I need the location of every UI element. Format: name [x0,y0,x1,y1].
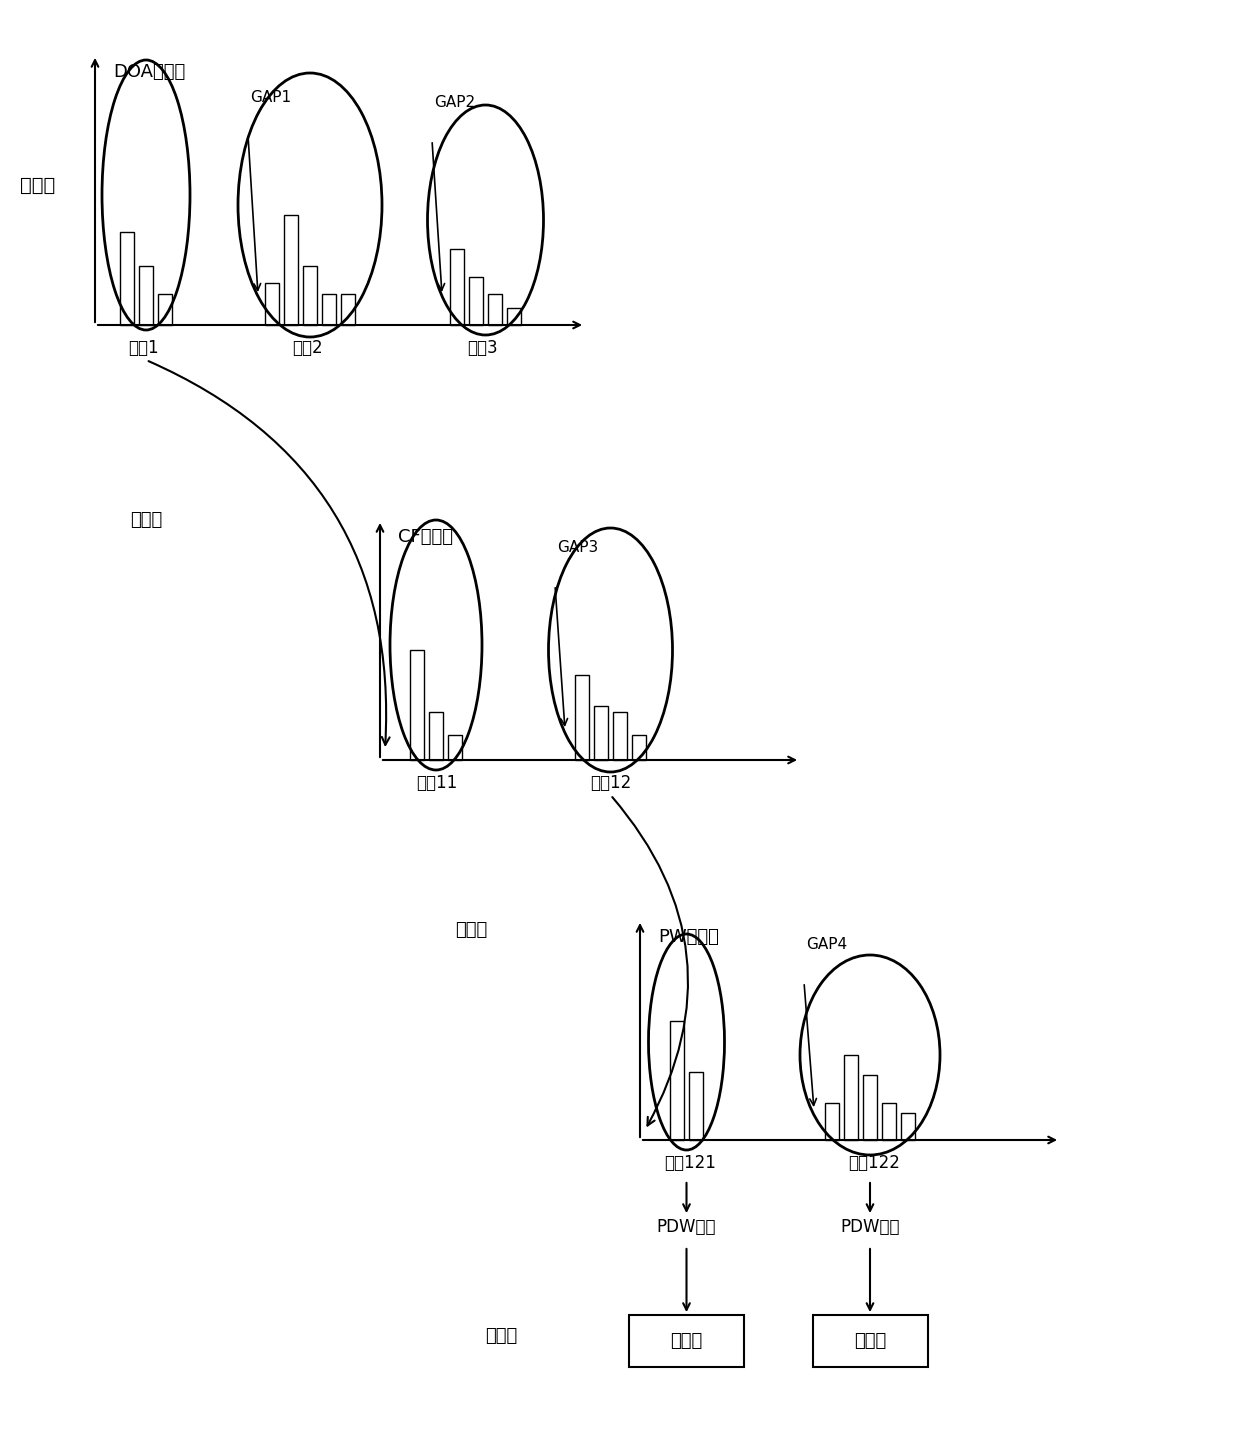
Text: 第四步: 第四步 [485,1327,517,1345]
Bar [901,1113,915,1140]
Text: 主分选: 主分选 [671,1332,703,1350]
FancyBboxPatch shape [629,1315,744,1368]
Text: PDW数据: PDW数据 [657,1219,717,1236]
Text: DOA直方图: DOA直方图 [113,63,185,82]
Text: 分组122: 分组122 [848,1154,900,1171]
Bar [341,295,355,325]
Text: 主分选: 主分选 [854,1332,887,1350]
Bar [882,1103,897,1140]
Text: GAP1: GAP1 [250,90,291,105]
Bar [410,650,424,760]
Text: GAP4: GAP4 [806,937,847,952]
Bar [594,706,608,760]
Text: 分组1: 分组1 [128,339,159,357]
Bar [469,278,484,325]
Bar [429,712,443,760]
Bar [844,1055,858,1140]
Bar [863,1075,877,1140]
Text: 第一步: 第一步 [20,176,56,195]
Text: 分组11: 分组11 [415,775,458,792]
Bar [507,308,521,325]
Bar [450,249,464,325]
Bar [825,1103,839,1140]
Text: 分组121: 分组121 [665,1154,717,1171]
Bar [575,674,589,760]
Bar [448,735,463,760]
Text: GAP3: GAP3 [557,540,598,556]
Text: PDW数据: PDW数据 [841,1219,900,1236]
Bar [489,295,502,325]
Bar [322,295,336,325]
Bar [157,295,172,325]
Bar [303,265,317,325]
Bar [670,1021,684,1140]
Text: 第三步: 第三步 [455,921,487,939]
Text: PW直方图: PW直方图 [658,928,719,947]
Text: 分组12: 分组12 [590,775,631,792]
Text: 第二步: 第二步 [130,511,162,528]
Bar [613,712,627,760]
Text: 分组3: 分组3 [467,339,498,357]
Bar [689,1073,703,1140]
Bar [265,282,279,325]
Bar [120,232,134,325]
Bar [284,215,298,325]
Bar [632,735,646,760]
Text: 分组2: 分组2 [291,339,322,357]
Bar [139,265,153,325]
Text: GAP2: GAP2 [434,95,475,110]
Text: CF直方图: CF直方图 [398,528,453,546]
FancyBboxPatch shape [812,1315,928,1368]
